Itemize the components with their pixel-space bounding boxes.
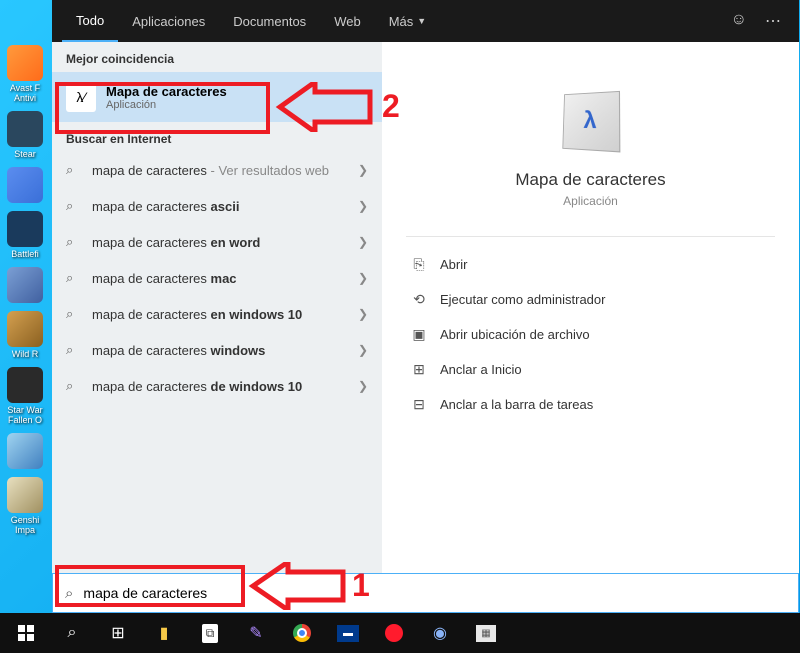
chevron-right-icon: ❯	[358, 199, 368, 213]
app-action[interactable]: ▣ Abrir ubicación de archivo	[406, 317, 775, 352]
tab-mas[interactable]: Más ▼	[375, 0, 440, 42]
app-title: Mapa de caracteres	[406, 170, 775, 190]
windows-search-panel: Todo Aplicaciones Documentos Web Más ▼ ☺…	[52, 0, 799, 613]
search-icon: ⌕	[66, 306, 82, 322]
action-icon: ⊟	[410, 396, 428, 413]
tab-todo[interactable]: Todo	[62, 0, 118, 42]
feedback-icon[interactable]: ☺	[731, 11, 747, 31]
search-suggestion[interactable]: ⌕mapa de caracteres ascii❯	[52, 188, 382, 224]
taskbar-app[interactable]: ▦	[464, 613, 508, 653]
action-label: Anclar a la barra de tareas	[440, 397, 593, 412]
taskbar-app[interactable]: ▬	[326, 613, 370, 653]
app-action[interactable]: ⊞ Anclar a Inicio	[406, 352, 775, 387]
search-icon: ⌕	[66, 342, 82, 358]
taskbar: ⌕ ⊞ ▮ ⧉ ✎ ▬ ◉ ▦	[0, 613, 800, 653]
start-button[interactable]	[4, 613, 48, 653]
taskbar-store[interactable]: ⧉	[188, 613, 232, 653]
desktop-icon[interactable]: Star War Fallen O	[2, 367, 48, 425]
chevron-down-icon: ▼	[417, 16, 426, 26]
desktop-icon[interactable]	[2, 167, 48, 203]
desktop-icon[interactable]: Stear	[2, 111, 48, 159]
search-suggestion[interactable]: ⌕mapa de caracteres mac❯	[52, 260, 382, 296]
best-match-title: Mapa de caracteres	[106, 84, 227, 99]
search-icon: ⌕	[66, 234, 82, 250]
chevron-right-icon: ❯	[358, 307, 368, 321]
search-suggestion[interactable]: ⌕mapa de caracteres de windows 10❯	[52, 368, 382, 404]
action-label: Anclar a Inicio	[440, 362, 522, 377]
action-icon: ▣	[410, 326, 428, 343]
chevron-right-icon: ❯	[358, 271, 368, 285]
results-column: Mejor coincidencia λ⁄ Mapa de caracteres…	[52, 42, 382, 573]
search-body: Mejor coincidencia λ⁄ Mapa de caracteres…	[52, 42, 799, 573]
desktop-icon-column: Avast F Antivi Stear Battlefi Wild R Sta…	[2, 45, 52, 543]
action-label: Abrir	[440, 257, 467, 272]
desktop-icon[interactable]: Wild R	[2, 311, 48, 359]
search-icon: ⌕	[66, 198, 82, 214]
chevron-right-icon: ❯	[358, 343, 368, 357]
desktop-icon[interactable]: Genshi Impa	[2, 477, 48, 535]
app-subtitle: Aplicación	[406, 194, 775, 208]
app-hero: λ Mapa de caracteres Aplicación	[406, 72, 775, 236]
desktop-icon[interactable]	[2, 433, 48, 469]
taskbar-app[interactable]: ◉	[418, 613, 462, 653]
taskbar-app[interactable]: ▮	[142, 613, 186, 653]
app-action[interactable]: ⟲ Ejecutar como administrador	[406, 282, 775, 317]
app-action[interactable]: ⎘ Abrir	[406, 247, 775, 282]
action-icon: ⟲	[410, 291, 428, 308]
search-suggestion[interactable]: ⌕mapa de caracteres en windows 10❯	[52, 296, 382, 332]
desktop-icon[interactable]	[2, 267, 48, 303]
search-bar[interactable]: ⌕	[52, 573, 799, 613]
search-suggestion[interactable]: ⌕mapa de caracteres - Ver resultados web…	[52, 152, 382, 188]
taskbar-search[interactable]: ⌕	[50, 613, 94, 653]
tab-web[interactable]: Web	[320, 0, 375, 42]
search-icon: ⌕	[66, 162, 82, 178]
action-label: Abrir ubicación de archivo	[440, 327, 590, 342]
taskbar-opera[interactable]	[372, 613, 416, 653]
app-actions: ⎘ Abrir ⟲ Ejecutar como administrador ▣ Abrir…	[406, 236, 775, 422]
tab-aplicaciones[interactable]: Aplicaciones	[118, 0, 219, 42]
action-label: Ejecutar como administrador	[440, 292, 605, 307]
chevron-right-icon: ❯	[358, 379, 368, 393]
search-icon: ⌕	[66, 270, 82, 286]
search-suggestion[interactable]: ⌕mapa de caracteres windows❯	[52, 332, 382, 368]
app-icon: λ	[561, 92, 621, 152]
search-header: Todo Aplicaciones Documentos Web Más ▼ ☺…	[52, 0, 799, 42]
taskbar-paint[interactable]: ✎	[234, 613, 278, 653]
best-match-subtitle: Aplicación	[106, 99, 227, 111]
action-icon: ⊞	[410, 361, 428, 378]
more-icon[interactable]: ⋯	[765, 11, 781, 31]
taskbar-chrome[interactable]	[280, 613, 324, 653]
best-match-header: Mejor coincidencia	[52, 42, 382, 72]
chevron-right-icon: ❯	[358, 163, 368, 177]
search-icon: ⌕	[65, 585, 73, 602]
tab-documentos[interactable]: Documentos	[219, 0, 320, 42]
charmap-icon: λ⁄	[66, 82, 96, 112]
app-action[interactable]: ⊟ Anclar a la barra de tareas	[406, 387, 775, 422]
search-suggestion[interactable]: ⌕mapa de caracteres en word❯	[52, 224, 382, 260]
search-input[interactable]	[83, 585, 786, 601]
action-icon: ⎘	[410, 256, 428, 273]
chevron-right-icon: ❯	[358, 235, 368, 249]
search-icon: ⌕	[66, 378, 82, 394]
desktop-icon[interactable]: Battlefi	[2, 211, 48, 259]
detail-column: λ Mapa de caracteres Aplicación ⎘ Abrir ⟲ E…	[382, 42, 799, 573]
desktop-icon[interactable]: Avast F Antivi	[2, 45, 48, 103]
task-view[interactable]: ⊞	[96, 613, 140, 653]
internet-search-header: Buscar en Internet	[52, 122, 382, 152]
best-match-item[interactable]: λ⁄ Mapa de caracteres Aplicación	[52, 72, 382, 122]
